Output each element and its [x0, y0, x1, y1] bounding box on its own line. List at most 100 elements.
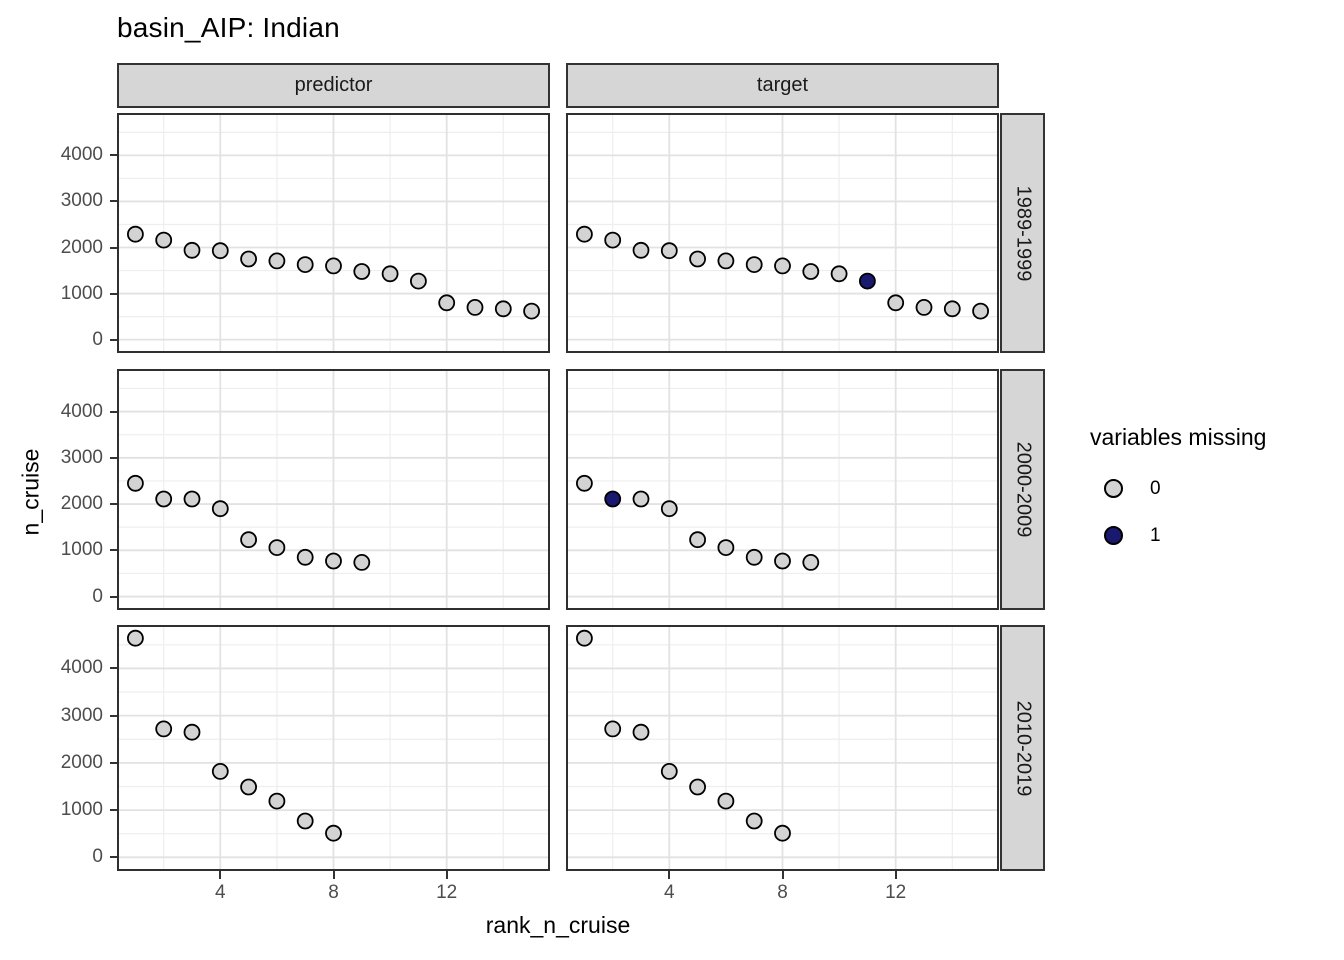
data-point — [155, 231, 173, 249]
legend-key-circle-0 — [1104, 479, 1123, 498]
y-tick-label: 4000 — [60, 657, 103, 679]
x-tick-label: 8 — [777, 882, 788, 903]
x-axis-tick — [781, 871, 784, 879]
data-point — [240, 250, 258, 268]
data-point — [887, 294, 905, 312]
y-axis-tick — [110, 410, 117, 413]
data-point — [632, 241, 650, 259]
x-tick-label: 4 — [664, 882, 675, 903]
panel-target-2000-2009 — [566, 369, 999, 610]
gridlines — [117, 369, 550, 610]
legend-label-0: 0 — [1150, 477, 1161, 499]
y-axis-tick — [110, 200, 117, 203]
panel-border — [117, 113, 550, 353]
data-point — [381, 265, 399, 283]
panel-border — [566, 625, 999, 871]
data-point — [268, 792, 286, 810]
data-point — [523, 302, 541, 320]
data-point — [296, 548, 314, 566]
x-tick-label: 12 — [436, 882, 458, 903]
data-point — [745, 812, 763, 830]
x-axis-title: rank_n_cruise — [485, 912, 631, 938]
x-tick-label: 4 — [215, 882, 226, 903]
data-point — [830, 265, 848, 283]
y-axis-tick — [110, 338, 117, 341]
y-tick-label: 3000 — [60, 704, 103, 726]
data-point — [438, 294, 456, 312]
data-point — [774, 552, 791, 570]
data-point — [575, 225, 593, 243]
panel-predictor-2000-2009 — [117, 369, 550, 610]
facet-strip-predictor-label: predictor — [294, 74, 373, 96]
panel-border — [117, 625, 550, 871]
facet-strip-predictor: predictor — [117, 63, 550, 108]
data-point — [296, 256, 314, 274]
legend-label-1: 1 — [1150, 524, 1161, 546]
y-axis-tick — [110, 456, 117, 459]
data-point — [802, 553, 820, 571]
data-points — [126, 225, 541, 320]
data-point — [155, 720, 173, 738]
data-point — [802, 263, 820, 280]
data-points — [126, 474, 371, 571]
y-tick-label: 1000 — [60, 799, 103, 821]
panel-target-2010-2019 — [566, 625, 999, 871]
data-point — [943, 300, 961, 318]
data-point — [717, 252, 735, 270]
y-axis-tick — [110, 761, 117, 764]
y-tick-label: 0 — [92, 585, 103, 607]
data-point — [126, 629, 144, 647]
facet-strip-2010-2019-label: 2010-2019 — [1012, 700, 1034, 796]
data-point — [183, 241, 201, 259]
data-point — [915, 298, 933, 316]
data-point — [604, 720, 622, 738]
panel-border — [117, 369, 550, 610]
y-tick-label: 0 — [92, 328, 103, 350]
data-points — [575, 225, 990, 320]
y-axis-tick — [110, 809, 117, 812]
data-point — [296, 812, 314, 830]
legend-item-missing-1: 1 — [1090, 512, 1340, 559]
data-point — [409, 272, 427, 290]
facet-strip-target: target — [566, 63, 999, 108]
data-point — [689, 778, 707, 796]
gridlines — [117, 625, 550, 871]
x-axis-tick — [332, 871, 335, 879]
legend-key-circle-1 — [1104, 526, 1123, 545]
facet-strip-2000-2009-label: 2000-2009 — [1012, 441, 1034, 538]
data-point — [325, 257, 342, 275]
y-axis-tick — [110, 154, 117, 157]
data-point — [353, 553, 371, 571]
y-tick-label: 1000 — [60, 282, 103, 304]
data-point — [858, 272, 876, 290]
data-point — [240, 778, 258, 796]
data-point — [268, 252, 286, 270]
data-point — [211, 762, 229, 780]
y-axis-tick — [110, 714, 117, 717]
y-axis-tick — [110, 856, 117, 859]
data-point — [604, 490, 622, 508]
data-points — [575, 474, 820, 571]
y-tick-label: 3000 — [60, 446, 103, 468]
gridlines — [117, 113, 550, 353]
facet-strip-2000-2009: 2000-2009 — [1000, 369, 1045, 610]
x-tick-label: 8 — [328, 882, 339, 903]
data-point — [211, 242, 229, 260]
y-tick-label: 2000 — [60, 493, 103, 515]
data-point — [660, 242, 678, 260]
data-point — [353, 263, 371, 280]
data-point — [325, 552, 342, 570]
data-point — [972, 302, 990, 320]
data-point — [745, 548, 763, 566]
facet-strip-2010-2019: 2010-2019 — [1000, 625, 1045, 871]
data-point — [745, 256, 763, 274]
gridlines — [566, 113, 999, 353]
data-point — [126, 474, 144, 492]
y-tick-label: 1000 — [60, 539, 103, 561]
y-axis-title: n_cruise — [17, 448, 44, 536]
data-point — [689, 531, 707, 549]
y-tick-label: 4000 — [60, 400, 103, 422]
data-point — [632, 723, 650, 741]
legend-item-missing-0: 0 — [1090, 465, 1340, 512]
data-point — [774, 257, 791, 275]
